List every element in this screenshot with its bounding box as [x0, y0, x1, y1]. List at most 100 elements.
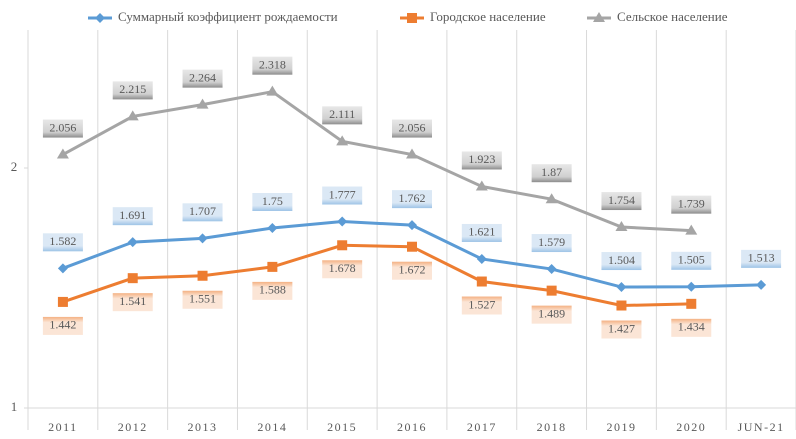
data-label: 1.541 — [119, 294, 146, 308]
point — [127, 237, 138, 248]
point — [267, 223, 278, 233]
x-tick-label: 2012 — [118, 420, 148, 434]
data-label: 1.527 — [468, 297, 495, 311]
data-label-box — [671, 251, 712, 270]
data-label: 1.87 — [541, 165, 562, 179]
point — [545, 193, 558, 204]
point — [57, 296, 68, 307]
data-label: 1.551 — [189, 292, 216, 306]
x-tick-label: 2018 — [537, 420, 567, 434]
data-label: 1.691 — [119, 208, 146, 222]
point — [267, 261, 278, 272]
data-label-box — [322, 260, 363, 279]
point — [546, 285, 557, 296]
point — [266, 85, 279, 96]
data-label-box — [112, 293, 153, 312]
data-label: 1.75 — [262, 194, 283, 208]
data-label: 2.264 — [189, 70, 216, 84]
point — [127, 273, 138, 284]
data-label: 1.621 — [468, 225, 495, 239]
data-label-box — [182, 203, 223, 222]
point — [685, 224, 698, 235]
legend-label: Сельское население — [617, 9, 728, 24]
data-label: 1.489 — [538, 306, 565, 320]
data-label: 1.442 — [49, 318, 76, 332]
data-label: 1.678 — [329, 261, 356, 275]
data-label: 1.707 — [189, 204, 216, 218]
point — [546, 264, 557, 275]
data-label-box — [531, 164, 572, 183]
data-label-box — [42, 119, 83, 138]
x-tick-label: JUN-21 — [738, 420, 785, 434]
legend-label: Суммарный коэффициент рождаемости — [118, 9, 338, 24]
x-tick-label: 2013 — [188, 420, 218, 434]
data-label: 1.923 — [468, 152, 495, 166]
data-label: 2.318 — [259, 57, 286, 71]
legend-marker — [407, 13, 417, 23]
legend-label: Городское население — [430, 9, 546, 24]
data-label: 1.588 — [259, 283, 286, 297]
legend-marker — [95, 13, 105, 23]
data-label-box — [392, 190, 432, 209]
y-tick-label: 2 — [11, 159, 18, 174]
point — [126, 110, 139, 121]
data-label: 2.215 — [119, 82, 146, 96]
x-tick-label: 2011 — [48, 420, 78, 434]
data-label: 1.505 — [678, 253, 705, 267]
data-label-box — [461, 223, 502, 242]
point — [57, 263, 68, 274]
data-label-box — [671, 318, 712, 337]
point — [615, 221, 628, 232]
point — [337, 240, 348, 251]
data-label-box — [392, 119, 432, 138]
point — [337, 216, 348, 227]
data-label-box — [531, 234, 572, 253]
data-label: 2.111 — [329, 107, 355, 121]
data-label-box — [601, 252, 642, 271]
data-label: 1.672 — [399, 262, 426, 276]
data-label-box — [392, 261, 432, 280]
data-label-box — [461, 151, 502, 170]
x-tick-label: 2015 — [327, 420, 357, 434]
data-label-box — [252, 193, 293, 211]
data-label-box — [112, 207, 153, 226]
data-label: 1.434 — [678, 320, 705, 334]
point — [197, 270, 208, 281]
x-tick-label: 2014 — [257, 420, 287, 434]
x-tick-label: 2019 — [606, 420, 636, 434]
data-label: 1.579 — [538, 235, 565, 249]
data-label-box — [182, 69, 223, 88]
data-label-box — [741, 249, 782, 268]
data-label-box — [42, 316, 83, 335]
data-label-box — [671, 195, 712, 214]
data-label: 1.427 — [608, 321, 635, 335]
point — [476, 276, 487, 287]
series-line — [62, 90, 692, 233]
data-label-box — [182, 290, 223, 309]
point — [475, 180, 488, 191]
data-label-box — [601, 192, 642, 211]
point — [407, 220, 417, 231]
point — [196, 98, 209, 109]
legend-marker — [593, 12, 605, 22]
data-label: 1.777 — [329, 187, 356, 201]
point — [197, 233, 208, 244]
point — [476, 253, 487, 264]
data-label: 1.513 — [748, 251, 775, 265]
point — [407, 241, 417, 252]
point — [336, 135, 349, 146]
data-label-box — [322, 106, 363, 125]
data-label-box — [252, 281, 293, 300]
data-label-box — [112, 81, 153, 100]
data-label-box — [322, 186, 363, 205]
x-tick-label: 2017 — [467, 420, 497, 434]
x-tick-label: 2016 — [397, 420, 427, 434]
data-label: 1.582 — [49, 234, 76, 248]
data-label: 2.056 — [49, 120, 76, 134]
data-label: 1.754 — [608, 193, 635, 207]
point — [616, 282, 627, 293]
data-label: 1.739 — [678, 196, 705, 210]
data-label-box — [42, 233, 83, 252]
y-tick-label: 1 — [11, 399, 18, 414]
